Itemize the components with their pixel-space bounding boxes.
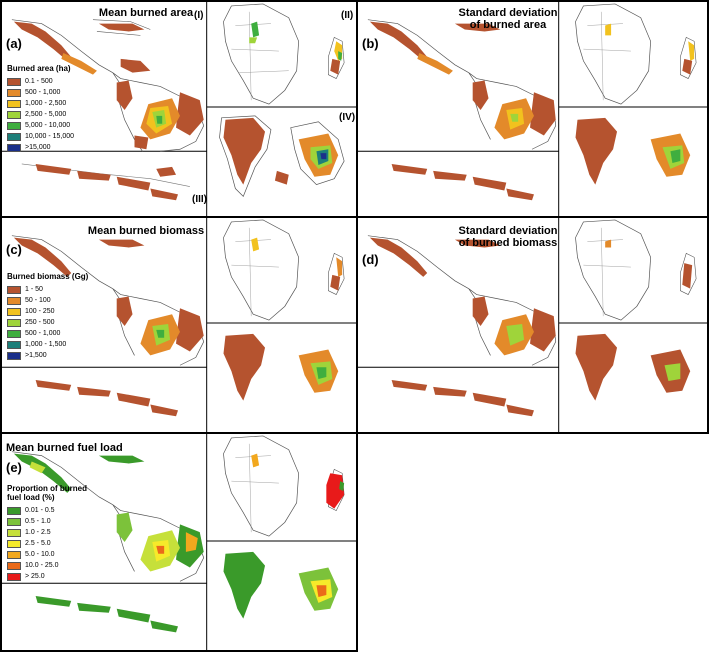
panel-a: (a) Mean burned area (I) (II) (III) (IV)… [0,0,358,218]
legend-item: 2.5 - 5.0 [7,538,87,549]
panel-d-letter: (d) [362,252,379,267]
legend-item: >15,000 [7,142,74,153]
panel-e: (e) Mean burned fuel load Proportion of … [0,432,358,652]
panel-c-maps [2,218,356,432]
legend-item: 500 - 1,000 [7,87,74,98]
legend-swatch [7,517,21,526]
legend-burned-area: Burned area (ha) 0.1 - 500 500 - 1,000 1… [7,64,74,153]
legend-item: 0.01 - 0.5 [7,505,87,516]
legend-label: 2.5 - 5.0 [25,540,51,547]
legend-label: 2,500 - 5,000 [25,111,67,118]
legend-label: 100 - 250 [25,308,55,315]
legend-swatch [7,99,21,108]
legend-item: 5,000 - 10,000 [7,120,74,131]
subregion-label-iv: (IV) [339,112,356,123]
legend-swatch [7,340,21,349]
legend-swatch [7,307,21,316]
legend-burned-biomass: Burned biomass (Gg) 1 - 50 50 - 100 100 … [7,272,88,361]
legend-swatch [7,285,21,294]
legend-label: 1.0 - 2.5 [25,529,51,536]
legend-item: >1,500 [7,350,88,361]
legend-label: 5,000 - 10,000 [25,122,71,129]
legend-swatch [7,318,21,327]
legend-swatch [7,561,21,570]
legend-burned-biomass-title: Burned biomass (Gg) [7,272,89,281]
legend-label: 10,000 - 15,000 [25,133,75,140]
panel-b-maps [358,2,707,216]
legend-item: 2,500 - 5,000 [7,109,74,120]
legend-burned-fuel-load: Proportion of burned fuel load (%) 0.01 … [7,484,87,582]
legend-item: 250 - 500 [7,317,88,328]
panel-c-title: Mean burned biomass [87,225,205,237]
panel-d: (d) Standard deviation of burned biomass [356,216,709,434]
legend-label: 5.0 - 10.0 [25,551,55,558]
legend-label: >15,000 [25,144,51,151]
panel-b-letter: (b) [362,36,379,51]
legend-item: 0.1 - 500 [7,76,74,87]
legend-swatch [7,351,21,360]
legend-label: 10.0 - 25.0 [25,562,59,569]
legend-item: 1.0 - 2.5 [7,527,87,538]
legend-item: > 25.0 [7,571,87,582]
legend-item: 0.5 - 1.0 [7,516,87,527]
legend-label: 250 - 500 [25,319,55,326]
legend-label: 50 - 100 [25,297,51,304]
legend-item: 5.0 - 10.0 [7,549,87,560]
legend-swatch [7,329,21,338]
legend-item: 1,000 - 1,500 [7,339,88,350]
legend-label: 0.1 - 500 [25,78,53,85]
legend-label: 1,000 - 1,500 [25,341,67,348]
legend-swatch [7,143,21,152]
legend-swatch [7,296,21,305]
panel-a-title: Mean burned area [98,7,194,19]
legend-item: 100 - 250 [7,306,88,317]
legend-item: 10,000 - 15,000 [7,131,74,142]
legend-swatch [7,77,21,86]
legend-swatch [7,539,21,548]
legend-burned-area-title: Burned area (ha) [7,64,71,73]
legend-label: 500 - 1,000 [25,89,61,96]
subregion-label-ii: (II) [341,10,354,21]
legend-item: 1 - 50 [7,284,88,295]
panel-e-letter: (e) [6,460,22,475]
panel-a-maps [2,2,356,216]
panel-b-title: Standard deviation of burned area [458,7,558,31]
legend-label: > 25.0 [25,573,45,580]
legend-item: 10.0 - 25.0 [7,560,87,571]
legend-label: 1 - 50 [25,286,43,293]
legend-swatch [7,550,21,559]
legend-item: 1,000 - 2,500 [7,98,74,109]
legend-swatch [7,88,21,97]
legend-item: 50 - 100 [7,295,88,306]
panel-a-letter: (a) [6,36,22,51]
legend-swatch [7,110,21,119]
panel-c-letter: (c) [6,242,22,257]
legend-swatch [7,132,21,141]
panel-e-title: Mean burned fuel load [6,442,123,454]
legend-swatch [7,572,21,581]
panel-c: (c) Mean burned biomass Burned biomass (… [0,216,358,434]
panel-b: (b) Standard deviation of burned area [356,0,709,218]
legend-swatch [7,528,21,537]
panel-e-maps [2,434,356,650]
legend-label: 0.01 - 0.5 [25,507,55,514]
panel-d-title: Standard deviation of burned biomass [458,225,558,249]
legend-burned-fuel-load-title: Proportion of burned fuel load (%) [7,484,87,502]
legend-swatch [7,121,21,130]
legend-swatch [7,506,21,515]
legend-item: 500 - 1,000 [7,328,88,339]
panel-d-maps [358,218,707,432]
subregion-label-iii: (III) [192,194,207,205]
legend-label: 1,000 - 2,500 [25,100,67,107]
subregion-label-i: (I) [194,10,204,21]
legend-label: >1,500 [25,352,47,359]
legend-label: 500 - 1,000 [25,330,61,337]
legend-label: 0.5 - 1.0 [25,518,51,525]
